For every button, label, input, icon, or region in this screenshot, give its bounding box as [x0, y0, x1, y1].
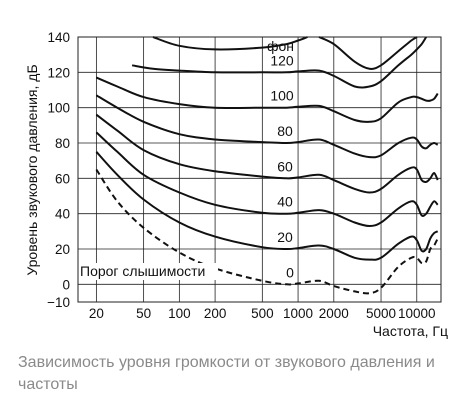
curve-40-phon	[95, 131, 439, 227]
grid	[78, 37, 441, 302]
curve-label: 100	[270, 88, 294, 104]
plot-frame	[77, 36, 442, 303]
x-tick-labels: 20 50 100 200 500 1000 2000 5000 10000	[89, 306, 436, 321]
y-tick-label: 40	[55, 207, 70, 222]
x-tick-label: 10000	[398, 306, 436, 321]
figure-caption: Зависимость уровня громкости от звуковог…	[18, 354, 435, 393]
curve-label-bg	[274, 158, 296, 175]
y-tick-label: −10	[47, 295, 70, 310]
x-tick-label: 5000	[366, 306, 396, 321]
curve-0-phon	[95, 168, 439, 295]
curve-label-bg	[274, 229, 296, 245]
curve-upper	[152, 36, 308, 51]
equal-loudness-chart: 0 20 40 60 80 100 120 Порог слышимости −10 0 20 40…	[24, 30, 448, 339]
annotation-bg	[78, 263, 218, 280]
x-axis-label: Частота, Гц	[373, 323, 448, 339]
x-tick-label: 20	[89, 306, 104, 321]
y-tick-label: 0	[62, 277, 70, 292]
x-tick-label: 1000	[283, 306, 313, 321]
curves	[95, 36, 439, 295]
curve-label-bg	[274, 123, 296, 139]
y-axis-label: Уровень звукового давления, дБ	[24, 64, 40, 275]
y-tick-label: 140	[47, 30, 70, 45]
threshold-annotation: Порог слышимости	[80, 263, 205, 279]
y-tick-label: 120	[47, 65, 70, 80]
curve-label-bg	[267, 87, 297, 104]
x-tick-label: 50	[136, 306, 151, 321]
y-tick-label: 20	[55, 242, 70, 257]
curve-80-phon	[95, 94, 439, 159]
y-tick-label: 80	[55, 136, 70, 151]
curve-upper	[318, 36, 418, 70]
y-tick-labels: −10 0 20 40 60 80 100 120 140	[47, 30, 70, 310]
x-tick-label: 2000	[319, 306, 349, 321]
curve-label-bg	[283, 264, 297, 281]
curve-label: 40	[277, 194, 293, 210]
curve-20-phon	[95, 151, 439, 261]
curve-label-bg	[267, 52, 297, 69]
curve-labels: 0 20 40 60 80 100 120 Порог слышимости	[78, 52, 297, 281]
curve-label: 120	[270, 52, 294, 68]
y-tick-label: 100	[47, 101, 70, 116]
curve-100-phon	[96, 76, 439, 123]
curve-label: 60	[277, 158, 293, 174]
curve-label: 80	[277, 123, 293, 139]
unit-label: фон	[267, 38, 294, 54]
x-tick-label: 500	[251, 306, 274, 321]
curve-label: 20	[277, 229, 293, 245]
curve-label-bg	[274, 193, 296, 210]
curve-60-phon	[95, 113, 439, 194]
y-tick-label: 60	[55, 171, 70, 186]
x-tick-label: 200	[204, 306, 227, 321]
x-tick-label: 100	[168, 306, 191, 321]
curve-120-phon	[131, 36, 428, 89]
curve-label: 0	[286, 264, 294, 280]
